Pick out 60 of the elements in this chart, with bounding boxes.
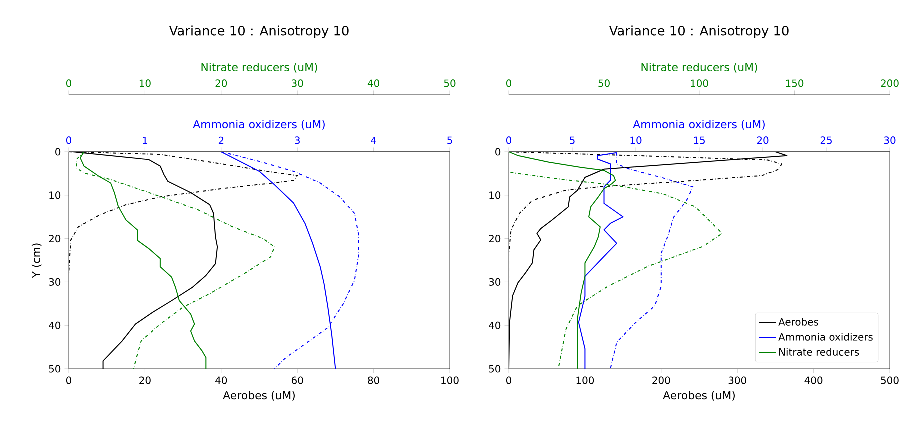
chart-title: Variance 10 : Anisotropy 10 [609,26,789,38]
y-tick-label: 20 [49,235,61,243]
x2-tick-label: 0 [506,80,512,88]
x2-tick-label: 5 [448,136,452,144]
x2-tick-label: 5 [570,136,575,144]
x2-tick-label: 4 [371,136,376,144]
x-axis-title: Aerobes (uM) [663,391,735,401]
x-axis-title: Aerobes (uM) [223,391,295,401]
y-tick-label: 0 [496,148,501,156]
legend-label: Aerobes [778,318,818,326]
x-tick-label: 100 [576,376,594,384]
y-axis-title: Y (cm) [32,244,42,278]
x2-tick-label: 2 [218,136,224,144]
x2-tick-label: 0 [506,136,512,144]
x-tick-label: 400 [804,376,823,384]
x2-tick-label: 15 [694,136,705,144]
x2-tick-label: 200 [881,80,899,88]
x2-tick-label: 0 [66,136,72,144]
chart-title: Variance 10 : Anisotropy 10 [169,26,349,38]
text: Nitrate reducers [780,348,860,356]
x2-tick-label: 20 [216,80,228,88]
x2-tick-label: 1 [143,136,148,144]
x2-axis-title: Nitrate reducers (uM) [202,63,318,73]
x-tick-label: 100 [442,376,459,384]
y-tick-label: 40 [49,322,61,330]
y-tick-label: 30 [49,278,61,286]
x2-axis-title: Ammonia oxidizers (uM) [193,120,325,130]
y-tick-label: 10 [490,192,501,200]
x-tick-label: 80 [368,376,380,384]
x2-tick-label: 0 [66,80,72,88]
x2-tick-label: 30 [292,80,304,88]
y-tick-label: 20 [489,235,501,243]
legend-label: Ammonia oxidizers [778,333,873,341]
x2-tick-label: 50 [598,80,610,88]
y-tick-label: 40 [489,322,501,330]
x2-tick-label: 40 [368,80,380,88]
y-tick-label: 30 [489,278,501,286]
x2-axis-title: Nitrate reducers (uM) [642,63,758,73]
x-tick-label: 20 [140,376,151,384]
x2-tick-label: 10 [630,136,642,144]
x-tick-label: 0 [66,376,72,384]
x2-tick-label: 25 [820,136,832,144]
x2-axis-title: Ammonia oxidizers (uM) [633,120,765,130]
x2-tick-label: 20 [757,136,769,144]
x2-tick-label: 3 [295,136,300,144]
x-tick-label: 300 [728,376,746,384]
y-tick-label: 0 [56,148,61,156]
x-tick-label: 500 [881,376,899,384]
x2-tick-label: 10 [140,80,151,88]
y-tick-label: 50 [489,365,501,373]
x-tick-label: 0 [506,376,512,384]
x-tick-label: 40 [216,376,228,384]
y-tick-label: 10 [50,192,61,200]
x2-tick-label: 100 [691,80,708,88]
x2-tick-label: 150 [786,80,804,88]
x2-tick-label: 50 [444,80,456,88]
x-tick-label: 60 [292,376,304,384]
y-tick-label: 50 [49,365,61,373]
x2-tick-label: 30 [884,136,896,144]
x-tick-label: 200 [652,376,670,384]
